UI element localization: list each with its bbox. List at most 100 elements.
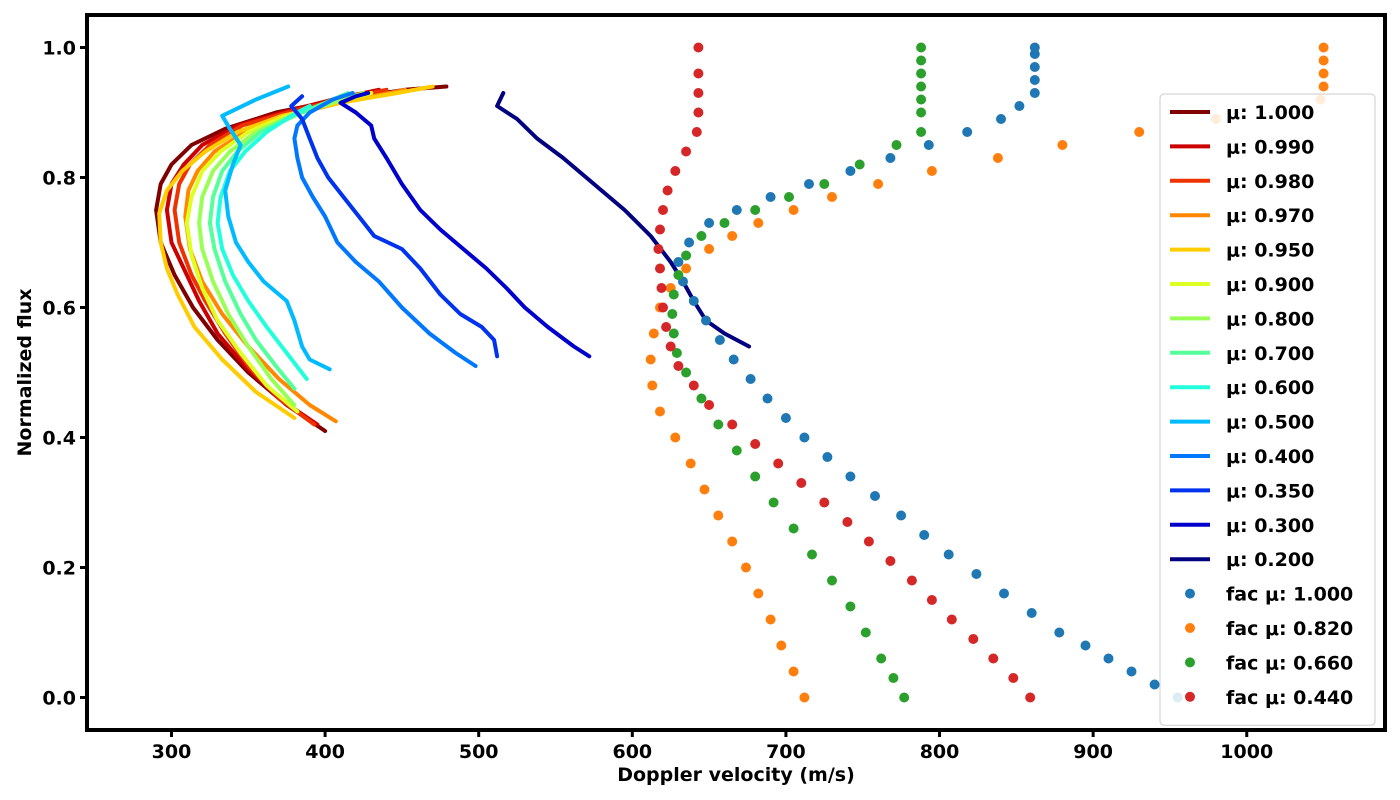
data-point <box>670 166 681 176</box>
legend-marker-swatch <box>1185 691 1195 702</box>
data-point <box>765 614 776 625</box>
data-point <box>688 380 699 391</box>
data-point <box>873 179 884 189</box>
data-point <box>681 367 692 378</box>
data-point <box>845 601 856 612</box>
data-point <box>842 517 853 527</box>
data-point <box>992 153 1003 163</box>
series-17 <box>653 42 1036 703</box>
legend-entry: μ: 0.600 <box>1170 377 1314 399</box>
legend-entry: fac μ: 1.000 <box>1185 584 1353 606</box>
legend-label: μ: 0.900 <box>1226 274 1314 296</box>
legend-marker-swatch <box>1185 657 1195 668</box>
series-0 <box>154 84 449 433</box>
legend-label: fac μ: 0.820 <box>1226 618 1353 640</box>
data-point <box>704 244 715 254</box>
data-point <box>780 413 791 423</box>
data-point <box>668 328 679 339</box>
data-point <box>876 653 887 664</box>
data-point <box>693 88 704 98</box>
series-11 <box>289 94 500 359</box>
legend-label: μ: 0.400 <box>1226 446 1314 468</box>
data-point <box>714 335 725 345</box>
data-point <box>899 692 910 703</box>
data-point <box>888 673 899 683</box>
data-point <box>916 81 927 92</box>
data-point <box>699 484 710 495</box>
data-point <box>916 107 927 118</box>
data-point <box>658 205 668 215</box>
x-tick-label: 600 <box>612 741 652 763</box>
data-point <box>1080 640 1091 651</box>
legend-entry: μ: 0.400 <box>1170 446 1314 468</box>
legend-entry: μ: 0.990 <box>1170 136 1314 158</box>
data-point <box>845 471 856 482</box>
data-point <box>1318 42 1329 53</box>
series-5 <box>184 91 374 414</box>
legend-marker-swatch <box>1185 588 1195 599</box>
data-point <box>788 205 799 215</box>
legend-entry: μ: 1.000 <box>1170 102 1314 124</box>
data-point <box>819 179 830 189</box>
legend-entry: μ: 0.700 <box>1170 343 1314 365</box>
data-point <box>819 497 830 508</box>
data-point <box>926 166 937 176</box>
legend-entry: μ: 0.900 <box>1170 274 1314 296</box>
data-point <box>667 309 678 319</box>
data-point <box>673 361 684 371</box>
data-point <box>1029 42 1040 53</box>
data-point <box>807 549 817 560</box>
data-point <box>693 68 704 79</box>
data-point <box>926 595 937 605</box>
data-point <box>896 510 907 521</box>
series-line <box>184 91 374 414</box>
data-point <box>1318 81 1329 92</box>
data-point <box>1318 55 1329 66</box>
data-point <box>1029 88 1040 98</box>
data-point <box>916 55 927 66</box>
data-point <box>750 471 761 482</box>
data-point <box>693 107 704 118</box>
data-point <box>799 692 810 703</box>
data-point <box>1134 127 1145 137</box>
data-point <box>750 439 761 449</box>
data-point <box>860 627 871 638</box>
data-point <box>1014 101 1025 111</box>
data-point <box>845 166 856 176</box>
data-point <box>673 257 684 267</box>
y-tick-label: 0.0 <box>42 688 76 710</box>
data-point <box>658 302 668 313</box>
data-point <box>745 374 756 384</box>
legend-label: μ: 0.700 <box>1226 343 1314 365</box>
x-tick-label: 700 <box>766 741 806 763</box>
data-point <box>971 569 982 579</box>
y-tick-label: 0.2 <box>42 558 76 580</box>
data-point <box>655 406 665 417</box>
series-line <box>289 94 500 359</box>
series-10 <box>292 91 478 368</box>
legend-label: μ: 0.300 <box>1226 515 1314 537</box>
x-tick-label: 800 <box>920 741 960 763</box>
data-point <box>688 296 699 306</box>
data-point <box>647 380 658 391</box>
data-point <box>916 94 927 105</box>
series-15 <box>645 42 1329 703</box>
data-point <box>923 140 934 150</box>
legend-label: μ: 0.990 <box>1226 136 1314 158</box>
data-point <box>655 263 665 274</box>
data-point <box>696 393 707 404</box>
y-tick-label: 0.4 <box>42 428 76 450</box>
data-point <box>885 556 896 566</box>
data-point <box>691 127 702 137</box>
data-point <box>996 114 1006 124</box>
x-tick-label: 300 <box>152 741 192 763</box>
data-point <box>704 218 715 228</box>
data-point <box>727 231 738 241</box>
data-point <box>891 140 902 150</box>
data-point <box>822 452 833 462</box>
legend-entry: μ: 0.970 <box>1170 205 1314 227</box>
x-tick-label: 900 <box>1073 741 1113 763</box>
data-point <box>684 237 695 248</box>
x-tick-label: 500 <box>459 741 499 763</box>
